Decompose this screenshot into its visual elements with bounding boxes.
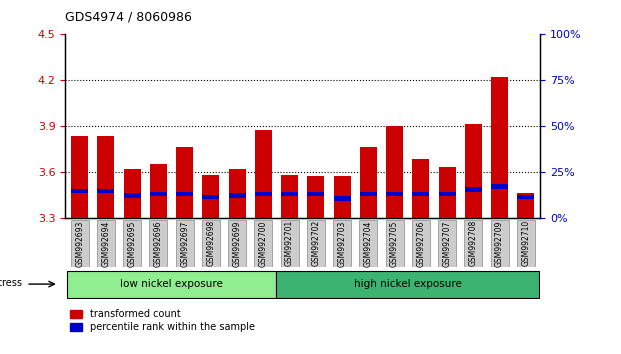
Text: GSM992704: GSM992704 <box>364 220 373 267</box>
Bar <box>386 220 404 267</box>
Text: GSM992710: GSM992710 <box>522 220 530 267</box>
Bar <box>281 175 298 218</box>
Bar <box>124 169 141 218</box>
Bar <box>465 187 482 192</box>
Bar <box>229 169 246 218</box>
Bar <box>360 192 377 196</box>
Bar <box>386 192 403 196</box>
Bar <box>176 192 193 196</box>
Bar <box>465 220 483 267</box>
Bar <box>97 189 114 193</box>
Bar <box>517 193 534 218</box>
Bar <box>123 220 141 267</box>
Bar <box>333 196 351 201</box>
Text: GSM992702: GSM992702 <box>311 220 320 267</box>
Bar <box>517 195 534 199</box>
Bar <box>438 220 456 267</box>
Bar <box>465 124 482 218</box>
Bar <box>307 176 324 218</box>
Text: GSM992697: GSM992697 <box>180 220 189 267</box>
Bar <box>228 220 246 267</box>
Bar <box>491 220 509 267</box>
Bar <box>333 176 351 218</box>
Text: low nickel exposure: low nickel exposure <box>120 279 223 289</box>
Text: GSM992693: GSM992693 <box>75 220 84 267</box>
Text: GSM992700: GSM992700 <box>259 220 268 267</box>
Text: GSM992705: GSM992705 <box>390 220 399 267</box>
Text: GSM992709: GSM992709 <box>495 220 504 267</box>
Bar <box>281 192 298 196</box>
Bar <box>491 76 508 218</box>
Bar <box>71 189 88 193</box>
Bar <box>202 220 220 267</box>
Text: GSM992701: GSM992701 <box>285 220 294 267</box>
Bar <box>71 220 89 267</box>
Bar <box>71 136 88 218</box>
Bar <box>412 159 429 218</box>
Text: GSM992707: GSM992707 <box>443 220 451 267</box>
Text: GSM992699: GSM992699 <box>233 220 242 267</box>
Bar <box>255 130 272 218</box>
Bar <box>149 220 168 267</box>
Bar <box>150 164 167 218</box>
Bar <box>97 136 114 218</box>
Bar <box>124 193 141 198</box>
Bar <box>255 192 272 196</box>
Bar <box>66 270 276 298</box>
Bar <box>360 147 377 218</box>
Bar <box>491 184 508 189</box>
Bar <box>333 220 351 267</box>
Bar <box>255 220 273 267</box>
Bar <box>412 192 429 196</box>
Bar <box>276 270 539 298</box>
Bar <box>412 220 430 267</box>
Bar <box>150 192 167 196</box>
Legend: transformed count, percentile rank within the sample: transformed count, percentile rank withi… <box>70 309 255 332</box>
Bar <box>517 220 535 267</box>
Bar <box>97 220 115 267</box>
Bar <box>438 167 456 218</box>
Text: GSM992703: GSM992703 <box>338 220 347 267</box>
Text: high nickel exposure: high nickel exposure <box>354 279 461 289</box>
Text: GSM992694: GSM992694 <box>101 220 111 267</box>
Text: GSM992698: GSM992698 <box>206 220 215 267</box>
Text: stress: stress <box>0 278 23 287</box>
Text: GSM992695: GSM992695 <box>128 220 137 267</box>
Bar <box>229 193 246 198</box>
Bar <box>307 192 324 196</box>
Text: GSM992696: GSM992696 <box>154 220 163 267</box>
Bar <box>202 175 219 218</box>
Text: GSM992706: GSM992706 <box>416 220 425 267</box>
Bar <box>176 147 193 218</box>
Bar <box>307 220 325 267</box>
Text: GDS4974 / 8060986: GDS4974 / 8060986 <box>65 11 192 24</box>
Text: GSM992708: GSM992708 <box>469 220 478 267</box>
Bar <box>386 126 403 218</box>
Bar <box>202 195 219 199</box>
Bar <box>176 220 194 267</box>
Bar <box>360 220 378 267</box>
Bar <box>281 220 299 267</box>
Bar <box>438 192 456 196</box>
